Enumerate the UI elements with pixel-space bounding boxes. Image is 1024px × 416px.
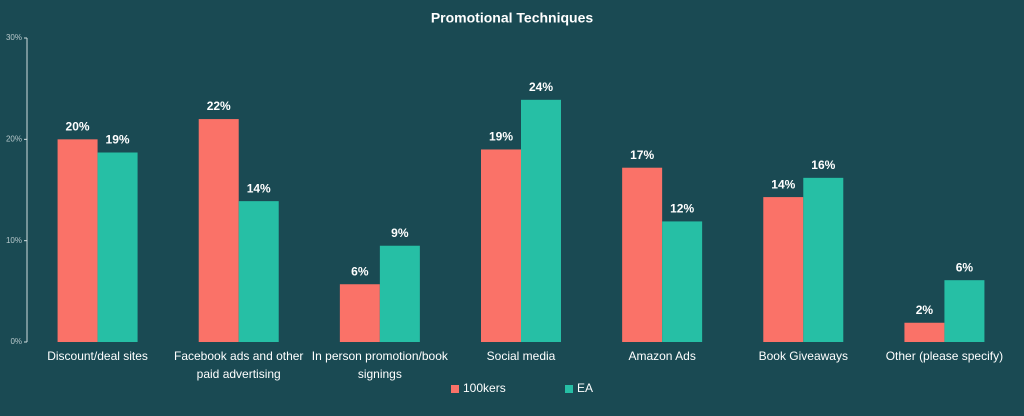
- value-label: 6%: [351, 264, 369, 278]
- x-tick-label: Social media: [487, 349, 556, 363]
- value-label: 14%: [771, 177, 795, 191]
- value-label: 12%: [670, 202, 694, 216]
- legend-swatch: [451, 385, 459, 393]
- bar: [97, 152, 138, 342]
- bar: [662, 221, 703, 342]
- value-label: 14%: [247, 181, 271, 195]
- x-tick-label: Facebook ads and other paid advertising: [174, 349, 303, 381]
- value-label: 16%: [811, 158, 835, 172]
- x-tick-label: Other (please specify): [886, 349, 1003, 363]
- legend-swatch: [565, 385, 573, 393]
- x-tick-label: In person promotion/book signings: [312, 349, 449, 381]
- value-label: 20%: [66, 120, 90, 134]
- bar: [622, 167, 663, 342]
- value-label: 24%: [529, 80, 553, 94]
- bar: [198, 119, 239, 342]
- y-tick-label: 30%: [6, 33, 22, 42]
- bar: [339, 284, 380, 342]
- y-tick-label: 20%: [6, 134, 22, 143]
- bar: [521, 99, 561, 343]
- legend-label: 100kers: [463, 381, 506, 395]
- value-label: 9%: [391, 226, 409, 240]
- value-label: 17%: [630, 148, 654, 162]
- bar: [904, 322, 945, 342]
- bar: [763, 197, 804, 342]
- value-label: 19%: [489, 130, 513, 144]
- value-label: 2%: [916, 303, 934, 317]
- bar: [944, 280, 985, 342]
- legend-label: EA: [577, 381, 593, 395]
- bar: [238, 201, 279, 342]
- x-tick-label: Discount/deal sites: [47, 349, 148, 363]
- bar: [481, 149, 521, 342]
- bar: [379, 245, 420, 342]
- value-label: 6%: [956, 260, 974, 274]
- x-tick-label: Amazon Ads: [628, 349, 695, 363]
- x-tick-label: Book Giveaways: [759, 349, 848, 363]
- value-label: 19%: [106, 133, 130, 147]
- y-tick-label: 10%: [6, 236, 22, 245]
- bar: [803, 177, 844, 342]
- chart-title: Promotional Techniques: [431, 10, 594, 26]
- bar: [57, 139, 98, 342]
- value-label: 22%: [207, 99, 231, 113]
- y-tick-label: 0%: [10, 337, 22, 346]
